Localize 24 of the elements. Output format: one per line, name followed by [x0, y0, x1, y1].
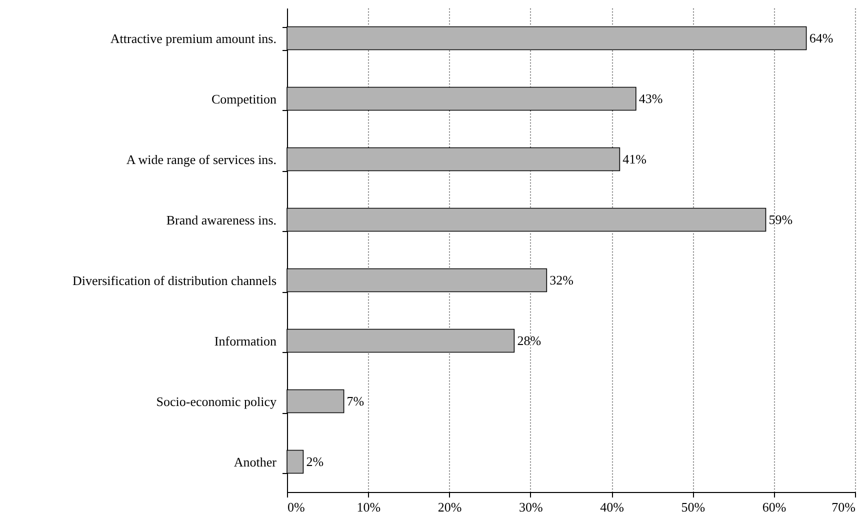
x-tick-label: 70% [832, 500, 856, 512]
data-label: 7% [346, 393, 364, 408]
data-label: 2% [306, 454, 324, 469]
data-label: 43% [638, 90, 663, 106]
x-tick-label: 20% [438, 500, 462, 512]
y-tick-label: Information [214, 333, 277, 348]
y-tick-label: Socio-economic policy [156, 394, 277, 409]
y-tick-label: Competition [212, 91, 277, 106]
x-tick-label: 30% [519, 500, 544, 512]
data-label: 32% [550, 272, 574, 288]
y-tick-label: Attractive premium amount ins. [110, 30, 276, 46]
y-tick-label: Diversification of distribution channels [72, 272, 276, 288]
x-tick-label: 60% [762, 500, 786, 512]
y-tick-label: Brand awareness ins. [166, 212, 276, 228]
data-label: 41% [622, 151, 647, 166]
y-tick-label: Another [234, 454, 278, 470]
x-tick-label: 40% [600, 500, 624, 512]
y-tick-label: A wide range of services ins. [126, 152, 276, 167]
x-tick-label: 50% [681, 500, 706, 512]
data-label: 59% [768, 212, 793, 227]
data-label: 28% [517, 332, 542, 348]
data-label: 64% [809, 30, 834, 46]
x-tick-label: 10% [356, 500, 381, 512]
x-tick-label: 0% [288, 500, 305, 512]
